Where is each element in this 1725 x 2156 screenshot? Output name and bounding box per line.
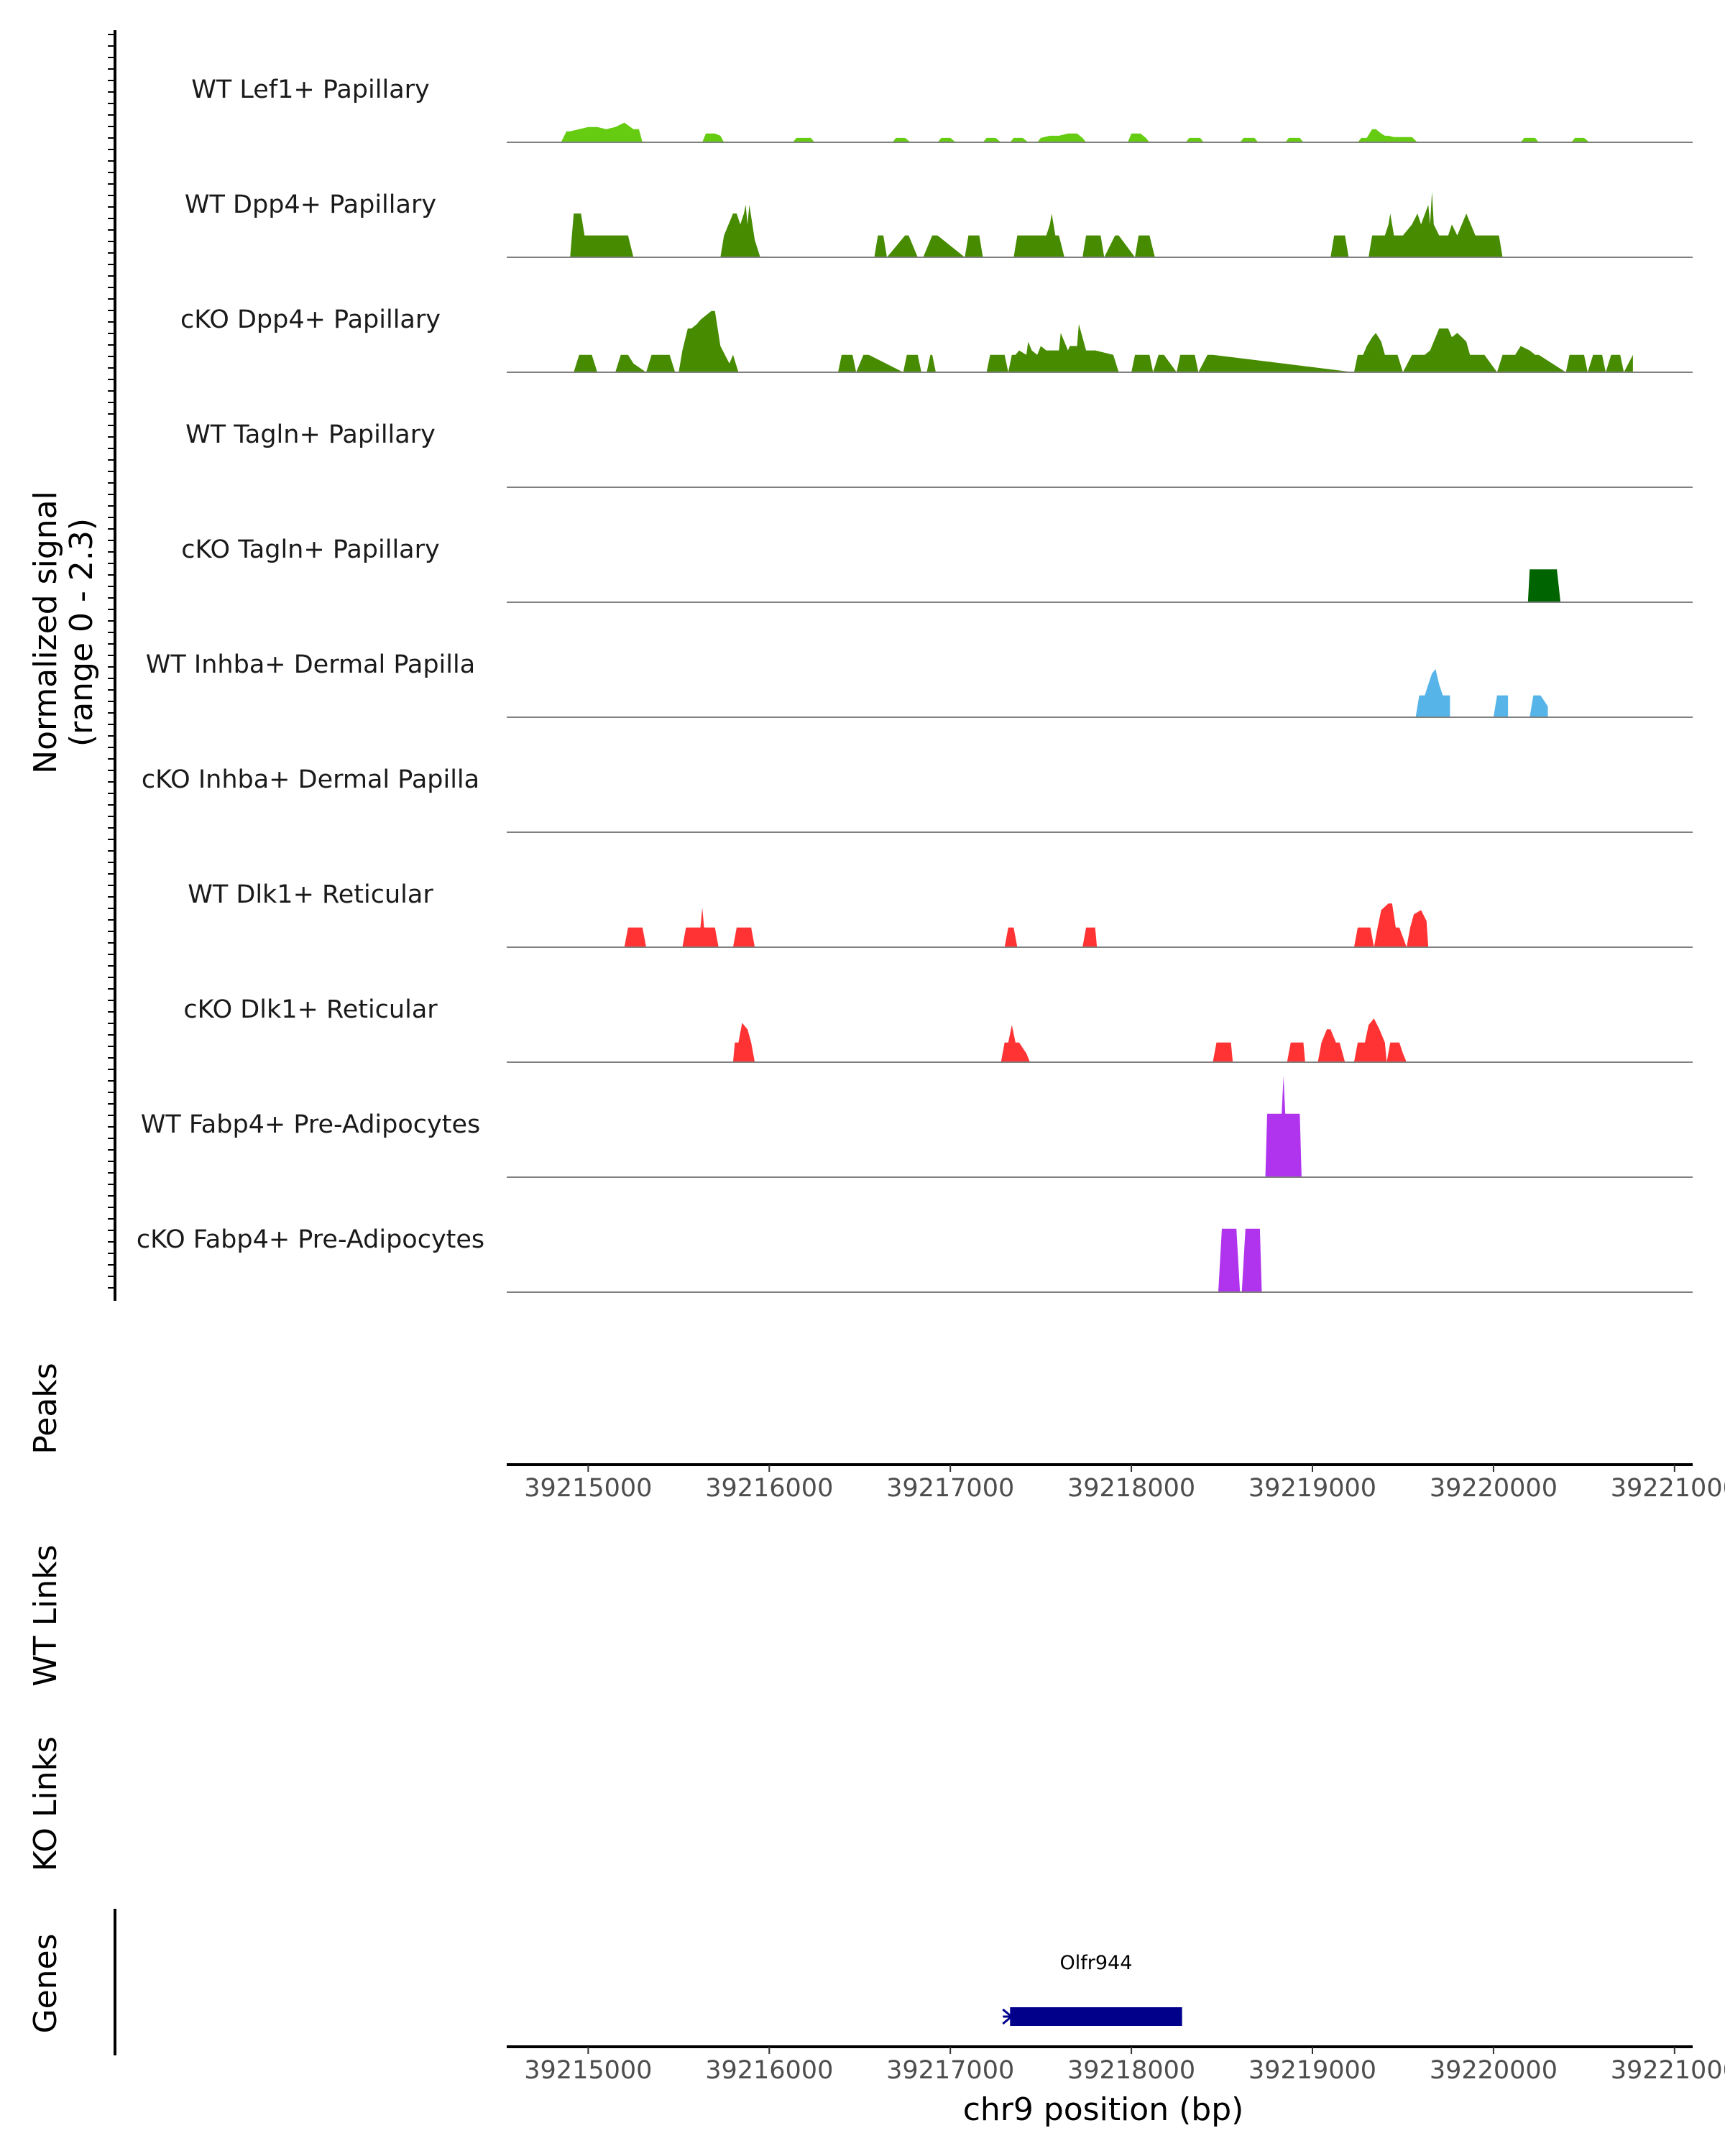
gene-name-label: Olfr944 [1060,1952,1133,1974]
x-tick-label: 39221000 [1611,2056,1725,2085]
gene-strand-arrow [1002,2008,1013,2025]
coverage-area [574,310,1633,372]
x-tick-label: 39220000 [1430,1474,1558,1503]
coverage-area [624,903,1429,947]
track-1: WT Lef1+ Papillary [191,75,1693,143]
track-label: cKO Inhba+ Dermal Papilla [142,765,479,794]
track-5: cKO Tagln+ Papillary [181,535,1693,603]
track-4: WT Tagln+ Papillary [185,420,1693,488]
track-label: cKO Dpp4+ Papillary [180,305,441,334]
track-11: cKO Fabp4+ Pre-Adipocytes [137,1225,1693,1293]
y-axis-title: Normalized signal (range 0 - 2.3) [27,491,100,774]
coverage-area [570,191,1503,257]
track-label: WT Lef1+ Papillary [191,75,430,104]
x-tick-label: 39218000 [1067,2056,1195,2085]
y-axis-range-label: (range 0 - 2.3) [63,518,100,747]
x-tick-label: 39219000 [1248,1474,1376,1503]
track-label: cKO Dlk1+ Reticular [183,995,438,1024]
x-tick-label: 39220000 [1430,2056,1558,2085]
y-axis-ticks [108,34,115,1289]
wt-links-panel-label: WT Links [27,1544,64,1686]
track-label: WT Inhba+ Dermal Papilla [146,650,475,679]
y-axis-label: Normalized signal [27,491,64,774]
coverage-area [732,1018,1407,1062]
track-3: cKO Dpp4+ Papillary [180,305,1693,373]
track-label: cKO Tagln+ Papillary [181,535,440,564]
coverage-area [1527,569,1561,602]
track-7: cKO Inhba+ Dermal Papilla [142,765,1693,833]
coverage-area [1415,669,1548,717]
peaks-panel-label: Peaks [27,1363,64,1454]
x-tick-label: 39216000 [705,2056,833,2085]
x-axis-title: chr9 position (bp) [963,2091,1244,2128]
coverage-area [1265,1077,1302,1177]
x-tick-label: 39215000 [524,1474,652,1503]
track-label: WT Tagln+ Papillary [185,420,436,449]
track-6: WT Inhba+ Dermal Papilla [146,650,1693,718]
track-label: cKO Fabp4+ Pre-Adipocytes [137,1225,484,1254]
x-tick-label: 39215000 [524,2056,652,2085]
track-9: cKO Dlk1+ Reticular [183,995,1693,1063]
coverage-tracks: WT Lef1+ Papillary WT Dpp4+ Papillary cKO … [137,75,1693,1293]
ko-links-panel-label: KO Links [27,1736,64,1871]
x-tick-label: 39217000 [886,2056,1014,2085]
x-tick-label: 39219000 [1248,2056,1376,2085]
track-2: WT Dpp4+ Papillary [185,190,1693,258]
x-axis-genes: 39215000 39216000 39217000 39218000 39219000… [507,2045,1725,2085]
coverage-area [561,122,1590,142]
x-axis-peaks: 39215000 39216000 39217000 39218000 39219000… [507,1463,1725,1503]
track-8: WT Dlk1+ Reticular [188,880,1693,948]
track-label: WT Dlk1+ Reticular [188,880,433,909]
coverage-area [1218,1228,1262,1292]
track-10: WT Fabp4+ Pre-Adipocytes [141,1077,1693,1178]
genes-panel-label: Genes [27,1933,64,2033]
x-tick-label: 39217000 [886,1474,1014,1503]
x-tick-label: 39221000 [1611,1474,1725,1503]
x-tick-label: 39216000 [705,1474,833,1503]
x-tick-label: 39218000 [1067,1474,1195,1503]
track-label: WT Dpp4+ Papillary [185,190,436,219]
track-label: WT Fabp4+ Pre-Adipocytes [141,1110,480,1139]
gene-track: Olfr944 [1002,1952,1182,2026]
